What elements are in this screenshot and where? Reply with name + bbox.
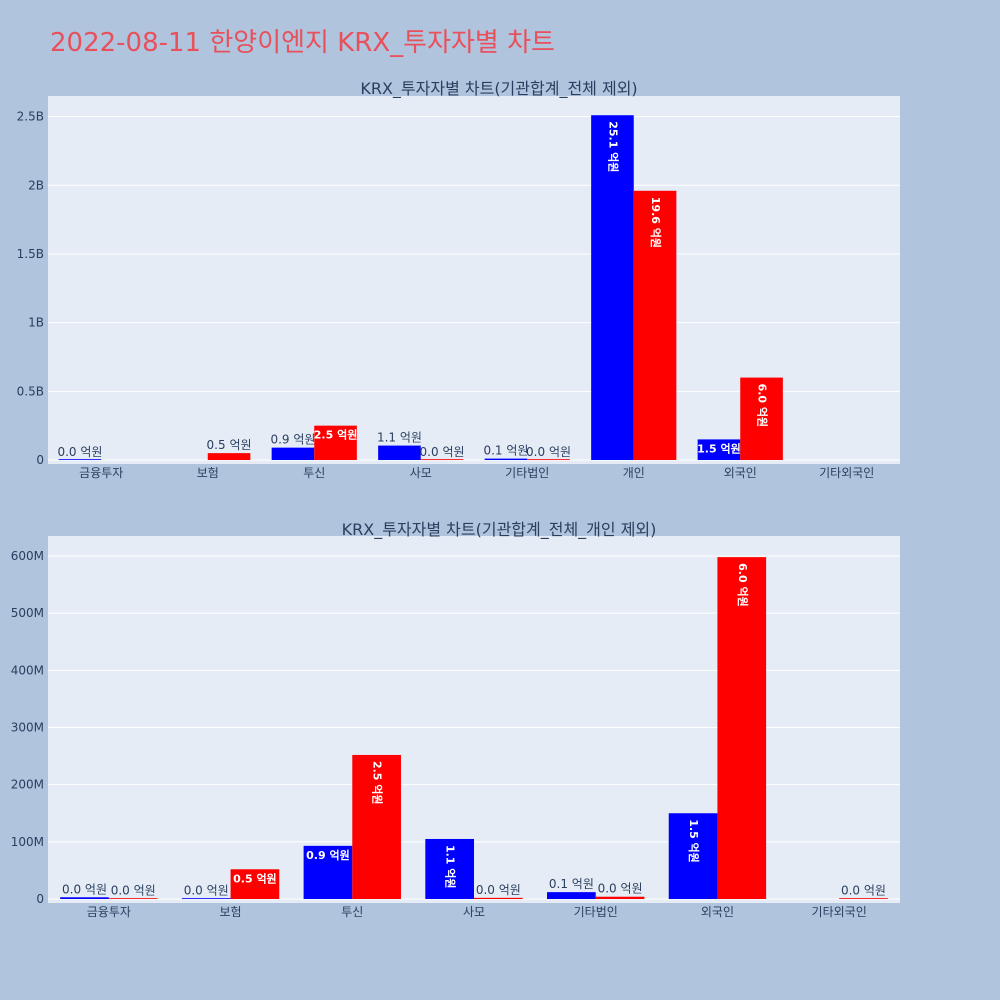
x-tick-label: 기타법인 xyxy=(505,466,549,480)
y-tick-label: 400M xyxy=(11,663,44,677)
buy-bar xyxy=(378,445,421,460)
x-tick-label: 기타외국인 xyxy=(812,905,867,919)
y-tick-label: 2.5B xyxy=(17,110,44,124)
data-label: 1.5 억원 xyxy=(697,441,741,455)
chart-1: KRX_투자자별 차트(기관합계_전체 제외) 0 0.5B 1B 1.5B 2B 2.5B… xyxy=(17,79,900,480)
data-label: 0.5 억원 xyxy=(233,871,277,885)
x-tick-label: 보험 xyxy=(197,466,219,480)
y-tick-label: 0.5B xyxy=(17,384,44,398)
y-tick-label: 200M xyxy=(11,778,44,792)
x-tick-label: 기타법인 xyxy=(574,905,618,919)
x-tick-label: 개인 xyxy=(623,466,645,480)
data-label: 0.0 억원 xyxy=(526,445,571,459)
y-tick-label: 1.5B xyxy=(17,247,44,261)
x-tick-label: 외국인 xyxy=(724,466,757,480)
x-tick-label: 보험 xyxy=(220,905,242,919)
y-tick-label: 600M xyxy=(11,549,44,563)
buy-bar xyxy=(668,813,718,899)
data-label: 1.5 억원 xyxy=(687,819,701,863)
x-tick-label: 금융투자 xyxy=(87,905,131,919)
sell-bar xyxy=(740,377,783,460)
y-tick-label: 1B xyxy=(28,316,44,330)
x-tick-label: 금융투자 xyxy=(79,466,123,480)
chart-title: KRX_투자자별 차트(기관합계_전체 제외) xyxy=(360,79,637,99)
data-label: 0.9 억원 xyxy=(306,848,350,862)
data-label: 6.0 억원 xyxy=(736,563,750,607)
y-tick-label: 0 xyxy=(36,453,44,467)
data-label: 0.0 억원 xyxy=(62,882,107,896)
y-tick-label: 2B xyxy=(28,178,44,192)
y-tick-label: 500M xyxy=(11,606,44,620)
buy-bar xyxy=(303,845,353,899)
sell-bar xyxy=(314,425,357,460)
buy-bar xyxy=(697,439,741,460)
sell-bar xyxy=(633,190,677,461)
y-tick-label: 0 xyxy=(36,892,44,906)
buy-bar xyxy=(484,458,528,460)
data-label: 6.0 억원 xyxy=(756,384,770,428)
data-label: 0.0 억원 xyxy=(841,883,886,897)
data-label: 0.1 억원 xyxy=(483,444,528,458)
buy-bar xyxy=(60,897,109,899)
data-label: 0.0 억원 xyxy=(420,445,465,459)
x-tick-label: 외국인 xyxy=(701,905,734,919)
buy-bar xyxy=(425,838,474,899)
x-tick-label: 사모 xyxy=(463,905,485,919)
sell-bar xyxy=(352,754,401,899)
data-label: 2.5 억원 xyxy=(371,761,385,805)
sell-bar xyxy=(230,869,280,899)
data-label: 0.0 억원 xyxy=(476,883,521,897)
data-label: 0.5 억원 xyxy=(207,438,252,452)
y-tick-label: 100M xyxy=(11,835,44,849)
x-tick-label: 투신 xyxy=(303,466,325,480)
sell-bar xyxy=(108,898,158,899)
x-tick-label: 사모 xyxy=(410,466,432,480)
buy-bar xyxy=(547,892,596,899)
x-tick-label: 기타외국인 xyxy=(819,466,874,480)
buy-bar xyxy=(591,115,634,460)
sell-bar xyxy=(207,453,251,460)
data-label: 25.1 억원 xyxy=(606,121,620,172)
buy-bar xyxy=(58,459,102,460)
data-label: 0.0 억원 xyxy=(57,445,102,459)
data-label: 0.0 억원 xyxy=(184,883,229,897)
sell-bar xyxy=(595,896,645,899)
buy-bar xyxy=(181,898,231,899)
data-label: 2.5 억원 xyxy=(314,428,358,442)
chart-2: KRX_투자자별 차트(기관합계_전체_개인 제외) 0 100M 200M 300M 4… xyxy=(11,520,900,919)
data-label: 0.0 억원 xyxy=(598,882,643,896)
sell-bar xyxy=(474,897,523,899)
buy-bar xyxy=(271,447,315,460)
data-label: 19.6 억원 xyxy=(649,197,663,248)
y-tick-label: 300M xyxy=(11,721,44,735)
data-label: 0.0 억원 xyxy=(111,883,156,897)
data-label: 0.9 억원 xyxy=(270,433,315,447)
x-tick-label: 투신 xyxy=(341,905,363,919)
data-label: 0.1 억원 xyxy=(549,877,594,891)
data-label: 1.1 억원 xyxy=(377,431,422,445)
sell-bar xyxy=(420,459,464,460)
sell-bar xyxy=(527,459,570,460)
sell-bar xyxy=(717,557,767,899)
data-label: 1.1 억원 xyxy=(444,845,458,889)
chart-title: KRX_투자자별 차트(기관합계_전체_개인 제외) xyxy=(342,520,657,540)
page-title: 2022-08-11 한양이엔지 KRX_투자자별 차트 xyxy=(50,28,555,58)
sell-bar xyxy=(839,898,888,899)
